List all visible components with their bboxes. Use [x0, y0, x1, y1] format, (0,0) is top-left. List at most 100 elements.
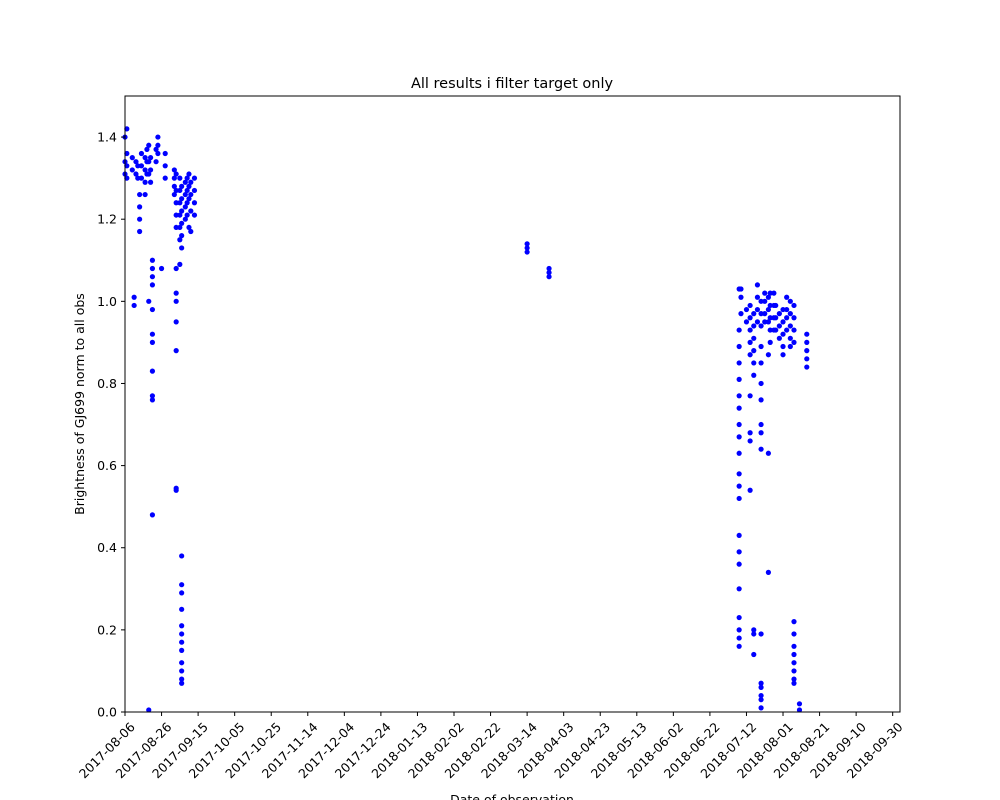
data-point: [758, 311, 764, 317]
data-point: [142, 167, 148, 173]
x-axis: 2017-08-062017-08-262017-09-152017-10-05…: [76, 712, 906, 781]
data-point: [738, 311, 744, 317]
data-point: [179, 647, 185, 654]
data-point: [736, 627, 742, 633]
data-point: [747, 315, 753, 321]
data-point: [791, 619, 797, 625]
data-point: [138, 163, 145, 169]
data-point: [184, 187, 190, 194]
data-point: [179, 233, 185, 239]
data-point: [787, 323, 793, 329]
data-point: [173, 290, 179, 296]
data-point: [177, 224, 183, 231]
data-point: [791, 668, 797, 674]
data-point: [124, 163, 130, 169]
data-point: [765, 569, 772, 575]
data-point: [765, 450, 772, 456]
data-point: [765, 294, 772, 300]
data-point: [736, 376, 742, 382]
data-point: [124, 150, 130, 157]
data-point: [736, 421, 742, 428]
data-point: [182, 204, 188, 210]
data-point: [736, 635, 742, 641]
data-point: [791, 327, 797, 333]
data-point: [758, 298, 764, 304]
data-point: [546, 274, 552, 280]
data-point: [758, 397, 764, 403]
data-point: [780, 343, 786, 350]
data-point: [142, 155, 148, 161]
data-point: [191, 187, 198, 194]
data-point: [780, 306, 786, 313]
data-point: [524, 241, 530, 247]
data-point: [791, 680, 797, 686]
data-point: [179, 631, 185, 637]
data-point: [751, 372, 757, 378]
data-point: [179, 590, 185, 596]
y-tick-label: 1.2: [97, 212, 117, 227]
data-point: [758, 446, 764, 452]
y-tick-label: 1.4: [97, 130, 117, 145]
data-point: [138, 150, 145, 157]
data-point: [173, 487, 179, 493]
data-point: [186, 224, 192, 231]
data-point: [736, 471, 742, 477]
data-point: [179, 680, 185, 686]
data-point: [149, 274, 156, 280]
data-point: [751, 335, 757, 341]
data-point: [758, 680, 764, 686]
data-point: [736, 643, 742, 649]
data-point: [762, 290, 768, 296]
data-point: [773, 327, 779, 333]
data-point: [751, 360, 757, 366]
data-point: [184, 212, 190, 218]
data-point: [149, 257, 156, 263]
data-point: [147, 179, 154, 185]
data-point: [184, 200, 190, 206]
data-point: [524, 245, 530, 251]
data-point: [147, 167, 154, 173]
data-point: [736, 450, 742, 456]
data-point: [776, 335, 782, 341]
data-point: [173, 298, 179, 304]
plot-frame: [124, 95, 901, 713]
data-point: [179, 676, 185, 682]
data-point: [146, 171, 152, 177]
data-point: [162, 150, 168, 157]
data-point: [791, 643, 797, 649]
data-point: [142, 179, 148, 185]
data-point: [791, 339, 797, 345]
data-point: [747, 393, 753, 399]
data-point: [776, 323, 782, 329]
data-point: [804, 356, 810, 362]
data-point: [137, 191, 143, 198]
y-axis: 0.0 0.2 0.4 0.6 0.8 1.0 1.2 1.4: [97, 130, 125, 720]
data-point: [751, 631, 757, 637]
data-point: [765, 352, 772, 358]
data-point: [173, 319, 179, 325]
data-point: [155, 134, 161, 140]
data-point: [762, 311, 768, 317]
data-point: [179, 553, 185, 559]
data-point: [184, 175, 190, 181]
data-point: [738, 294, 744, 300]
data-point: [751, 311, 757, 317]
data-point: [149, 282, 156, 288]
data-point: [787, 335, 793, 341]
data-point: [153, 159, 159, 165]
data-point: [743, 319, 750, 325]
data-point: [791, 676, 797, 682]
data-point: [171, 191, 177, 198]
data-point: [780, 319, 786, 325]
data-point: [787, 343, 793, 350]
data-point: [776, 311, 782, 317]
data-point: [767, 327, 773, 333]
data-point: [762, 319, 768, 325]
data-point: [758, 380, 764, 387]
data-point: [149, 368, 156, 374]
data-point: [149, 393, 156, 399]
data-point: [137, 228, 143, 235]
data-point: [736, 586, 742, 592]
data-point: [173, 348, 179, 354]
data-point: [784, 306, 790, 313]
